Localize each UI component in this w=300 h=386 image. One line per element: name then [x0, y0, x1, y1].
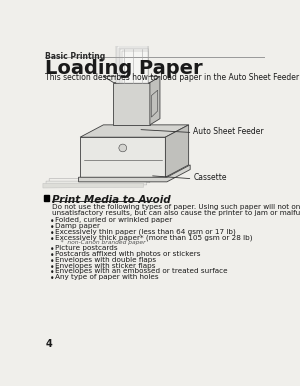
Text: Envelopes with an embossed or treated surface: Envelopes with an embossed or treated su… [55, 269, 227, 274]
Bar [44, 195, 49, 201]
Text: •: • [50, 217, 54, 226]
Polygon shape [152, 90, 158, 117]
Polygon shape [43, 183, 144, 188]
Text: Print Media to Avoid: Print Media to Avoid [52, 195, 171, 205]
Text: Envelopes with sticker flaps: Envelopes with sticker flaps [55, 263, 155, 269]
Circle shape [119, 144, 127, 152]
Polygon shape [113, 83, 150, 125]
Text: 4: 4 [45, 339, 52, 349]
Polygon shape [150, 76, 160, 125]
Text: •: • [50, 274, 54, 283]
Text: This section describes how to load paper in the Auto Sheet Feeder and the Casset: This section describes how to load paper… [45, 73, 300, 81]
Text: Cassette: Cassette [193, 173, 227, 182]
Text: •: • [50, 269, 54, 278]
Text: *  non-Canon branded paper: * non-Canon branded paper [55, 240, 145, 245]
Text: Auto Sheet Feeder: Auto Sheet Feeder [193, 127, 264, 135]
Text: Loading Paper: Loading Paper [45, 59, 203, 78]
Text: Basic Printing: Basic Printing [45, 52, 106, 61]
Text: Do not use the following types of paper. Using such paper will not only produce: Do not use the following types of paper.… [52, 204, 300, 210]
Text: Excessively thin paper (less than 64 gsm or 17 lb): Excessively thin paper (less than 64 gsm… [55, 229, 235, 235]
Polygon shape [46, 181, 147, 186]
Polygon shape [117, 46, 148, 83]
Polygon shape [119, 48, 148, 83]
Text: Any type of paper with holes: Any type of paper with holes [55, 274, 158, 280]
Polygon shape [120, 49, 148, 83]
Text: •: • [50, 229, 54, 238]
Text: •: • [50, 251, 54, 260]
Polygon shape [165, 125, 189, 177]
Text: Envelopes with double flaps: Envelopes with double flaps [55, 257, 156, 263]
Text: Picture postcards: Picture postcards [55, 245, 117, 251]
Text: •: • [50, 257, 54, 266]
Polygon shape [49, 179, 150, 183]
Polygon shape [103, 76, 160, 83]
Text: unsatisfactory results, but can also cause the printer to jam or malfunction.: unsatisfactory results, but can also cau… [52, 210, 300, 215]
Text: •: • [50, 235, 54, 244]
Polygon shape [80, 137, 165, 177]
Text: Folded, curled or wrinkled paper: Folded, curled or wrinkled paper [55, 217, 172, 223]
Text: Excessively thick paper* (more than 105 gsm or 28 lb): Excessively thick paper* (more than 105 … [55, 235, 252, 241]
Text: Postcards affixed with photos or stickers: Postcards affixed with photos or sticker… [55, 251, 200, 257]
Text: Damp paper: Damp paper [55, 223, 100, 229]
Text: •: • [50, 245, 54, 254]
Text: •: • [50, 223, 54, 232]
Text: •: • [50, 263, 54, 272]
Polygon shape [79, 165, 190, 182]
Polygon shape [122, 51, 148, 83]
Polygon shape [116, 45, 148, 83]
Polygon shape [80, 125, 189, 137]
